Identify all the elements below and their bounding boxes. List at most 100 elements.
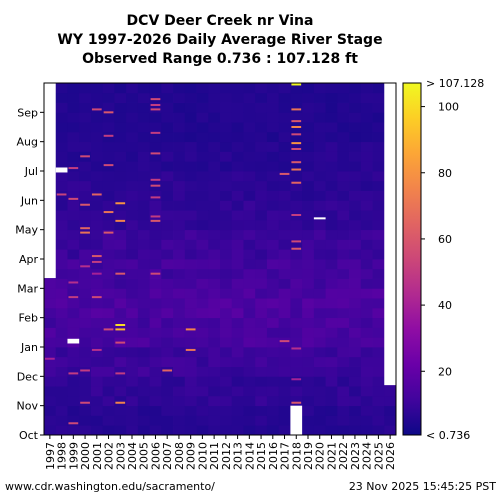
heatmap-cell: [55, 347, 68, 358]
heatmap-cell: [79, 83, 92, 94]
high-stage-event: [291, 108, 302, 111]
heatmap-cell: [290, 239, 303, 250]
heatmap-cell: [184, 415, 197, 426]
heatmap-cell: [102, 317, 115, 328]
heatmap-cell: [102, 327, 115, 338]
heatmap-cell: [231, 298, 244, 309]
heatmap-cell: [184, 259, 197, 270]
heatmap-cell: [173, 278, 186, 289]
heatmap-cell: [372, 249, 385, 260]
missing-data: [44, 83, 56, 279]
heatmap-cell: [325, 229, 338, 240]
heatmap-cell: [208, 83, 221, 94]
heatmap-cell: [114, 102, 127, 113]
heatmap-cell: [313, 366, 326, 377]
heatmap-cell: [173, 229, 186, 240]
heatmap-cell: [90, 180, 104, 191]
high-stage-event: [56, 193, 67, 196]
heatmap-cell: [126, 337, 139, 348]
heatmap-cell: [266, 337, 280, 348]
heatmap-cell: [220, 161, 233, 172]
heatmap-cell: [278, 239, 291, 250]
heatmap-cell: [325, 347, 338, 358]
heatmap-cell: [102, 298, 115, 309]
x-tick-label: 2018: [290, 442, 303, 470]
heatmap-cell: [55, 259, 68, 270]
heatmap-cell: [220, 141, 233, 152]
heatmap-cell: [349, 337, 362, 348]
heatmap-cell: [349, 122, 362, 133]
heatmap-cell: [337, 112, 350, 123]
heatmap-cell: [255, 415, 268, 426]
heatmap-cell: [149, 307, 162, 319]
heatmap-cell: [278, 298, 291, 309]
heatmap-cell: [90, 141, 104, 152]
heatmap-cell: [278, 161, 291, 172]
y-tick-label: Apr: [19, 253, 39, 266]
heatmap-cell: [79, 239, 92, 250]
heatmap-cell: [266, 425, 280, 436]
heatmap-cell: [55, 249, 68, 260]
heatmap-cell: [67, 347, 80, 358]
heatmap-cell: [325, 112, 338, 123]
heatmap-cell: [208, 249, 221, 260]
heatmap-cell: [67, 102, 80, 113]
heatmap-cell: [220, 92, 233, 103]
heatmap-cell: [161, 239, 174, 250]
heatmap-cell: [243, 425, 256, 436]
heatmap-cell: [137, 151, 150, 162]
heatmap-cell: [313, 219, 326, 231]
heatmap-cell: [55, 278, 68, 289]
heatmap-cell: [67, 307, 80, 319]
high-stage-event: [150, 215, 161, 218]
colorbar-min-label: < 0.736: [426, 429, 470, 442]
chart-title-line-2: WY 1997-2026 Daily Average River Stage: [57, 32, 382, 48]
heatmap-cell: [220, 151, 233, 162]
heatmap-cell: [102, 161, 115, 172]
heatmap-cell: [196, 395, 209, 407]
heatmap-cell: [55, 229, 68, 240]
heatmap-cell: [255, 259, 268, 270]
heatmap-cell: [173, 327, 186, 338]
missing-data: [67, 338, 80, 344]
heatmap-cell: [220, 102, 233, 113]
heatmap-cell: [196, 122, 209, 133]
heatmap-cell: [90, 327, 104, 338]
heatmap-cell: [266, 278, 280, 289]
high-stage-event: [115, 328, 126, 331]
heatmap-cell: [325, 219, 338, 231]
heatmap-cell: [372, 102, 385, 113]
heatmap-cell: [337, 366, 350, 377]
heatmap-cell: [360, 317, 373, 328]
heatmap-cell: [231, 278, 244, 289]
heatmap-cell: [90, 83, 104, 94]
high-stage-event: [150, 184, 161, 187]
heatmap-cell: [372, 112, 385, 123]
heatmap-cell: [184, 278, 197, 289]
heatmap-cell: [349, 229, 362, 240]
heatmap-cell: [161, 161, 174, 172]
heatmap-cell: [173, 190, 186, 201]
heatmap-cell: [278, 102, 291, 113]
high-stage-event: [115, 202, 126, 205]
heatmap-cell: [384, 405, 397, 416]
footer-source: www.cdr.washington.edu/sacramento/: [5, 480, 215, 493]
heatmap-cell: [337, 229, 350, 240]
y-tick-label: Jan: [20, 341, 38, 354]
heatmap-cell: [90, 249, 104, 260]
heatmap-cell: [302, 425, 315, 436]
heatmap-cell: [184, 83, 197, 94]
y-tick-label: Jul: [24, 165, 38, 178]
heatmap-cell: [208, 347, 221, 358]
heatmap-cell: [102, 200, 115, 211]
heatmap-cell: [255, 171, 268, 182]
heatmap-cell: [360, 83, 373, 94]
heatmap-cell: [337, 161, 350, 172]
heatmap-cell: [278, 259, 291, 270]
heatmap-cell: [290, 259, 303, 270]
heatmap-cell: [67, 298, 80, 309]
heatmap-cell: [208, 210, 221, 221]
heatmap-cell: [184, 298, 197, 309]
heatmap-cell: [55, 405, 68, 416]
heatmap-cell: [313, 307, 326, 319]
